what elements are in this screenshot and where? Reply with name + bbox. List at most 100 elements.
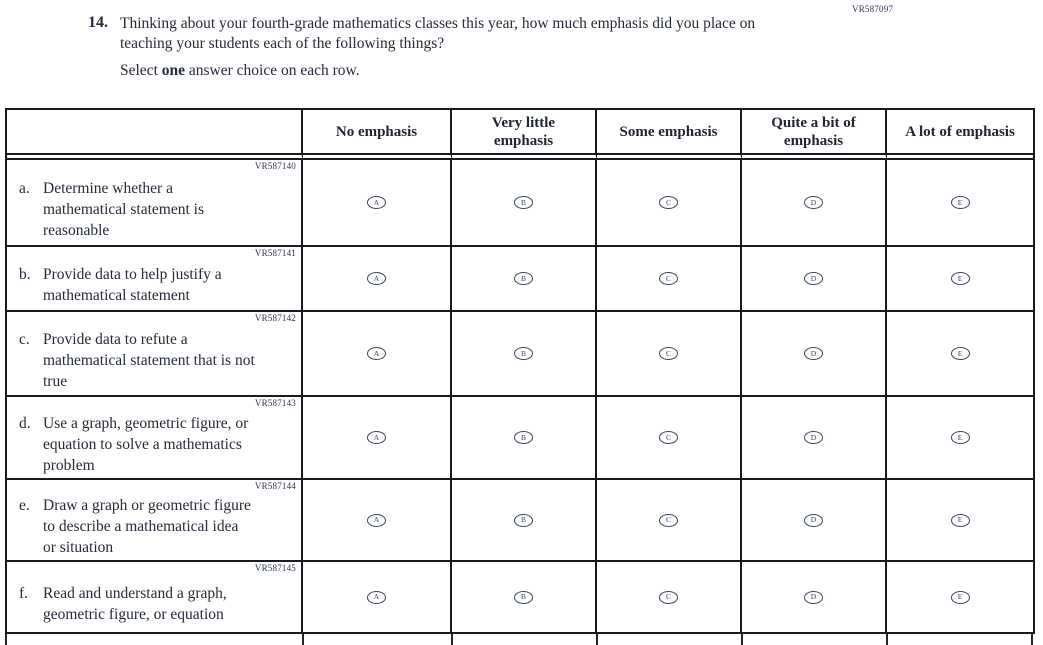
bubble-letter: D bbox=[810, 432, 817, 442]
answer-bubble-a[interactable]: A bbox=[367, 590, 386, 604]
bubble-letter: A bbox=[373, 273, 380, 283]
question-number: 14. bbox=[88, 14, 108, 31]
column-header-quite-a-bit-of-emphasis: Quite a bit of emphasis bbox=[742, 110, 887, 160]
bubble-letter: C bbox=[665, 348, 671, 358]
answer-bubble-e[interactable]: E bbox=[950, 272, 970, 285]
row-code: VR587145 bbox=[254, 563, 296, 573]
answer-bubble-d[interactable]: D bbox=[804, 590, 823, 604]
bubble-letter: C bbox=[665, 432, 671, 442]
row-letter-label: c. bbox=[19, 330, 30, 348]
answer-bubble-c[interactable]: C bbox=[659, 513, 678, 527]
option-cell: B bbox=[452, 562, 597, 632]
option-cell: C bbox=[597, 562, 742, 632]
answer-bubble-c[interactable]: C bbox=[659, 590, 678, 604]
row-stem-text: Draw a graph or geometric figure to desc… bbox=[43, 497, 251, 556]
row-stem-f: VR587145 f. Read and understand a graph, g… bbox=[7, 562, 303, 632]
table-continuation-line bbox=[741, 634, 743, 645]
bubble-letter: B bbox=[520, 273, 526, 283]
table-continuation-line bbox=[302, 634, 304, 645]
bubble-letter: A bbox=[373, 432, 380, 442]
answer-bubble-c[interactable]: C bbox=[659, 431, 678, 444]
column-header-very-little-emphasis: Very little emphasis bbox=[452, 110, 597, 160]
option-cell: B bbox=[452, 160, 597, 247]
bubble-letter: B bbox=[520, 432, 526, 442]
option-cell: E bbox=[887, 247, 1033, 312]
option-cell: E bbox=[887, 397, 1033, 480]
answer-bubble-b[interactable]: B bbox=[514, 196, 533, 209]
bubble-letter: E bbox=[957, 432, 963, 442]
answer-bubble-d[interactable]: D bbox=[804, 196, 823, 209]
option-cell: E bbox=[887, 480, 1033, 562]
bubble-letter: A bbox=[373, 348, 380, 358]
answer-bubble-b[interactable]: B bbox=[514, 272, 533, 285]
option-cell: D bbox=[742, 247, 887, 312]
bubble-letter: B bbox=[520, 592, 526, 602]
bubble-letter: E bbox=[957, 592, 963, 602]
bubble-letter: D bbox=[810, 348, 817, 358]
option-cell: A bbox=[303, 247, 452, 312]
row-stem-a: VR587140 a. Determine whether a mathematic… bbox=[7, 160, 303, 247]
option-cell: C bbox=[597, 480, 742, 562]
option-cell: B bbox=[452, 397, 597, 480]
answer-bubble-a[interactable]: A bbox=[367, 347, 386, 360]
option-cell: D bbox=[742, 397, 887, 480]
answer-bubble-c[interactable]: C bbox=[659, 272, 678, 285]
answer-bubble-c[interactable]: C bbox=[659, 196, 678, 209]
instruction-emphasis: one bbox=[161, 62, 185, 79]
answer-bubble-d[interactable]: D bbox=[804, 272, 823, 285]
answer-bubble-d[interactable]: D bbox=[804, 347, 823, 360]
answer-bubble-e[interactable]: E bbox=[950, 347, 970, 360]
option-cell: A bbox=[303, 312, 452, 397]
column-header-some-emphasis: Some emphasis bbox=[597, 110, 742, 160]
bubble-letter: A bbox=[373, 592, 380, 602]
answer-bubble-d[interactable]: D bbox=[804, 513, 823, 527]
bubble-letter: C bbox=[665, 273, 671, 283]
bubble-letter: E bbox=[957, 273, 963, 283]
answer-bubble-a[interactable]: A bbox=[367, 196, 386, 209]
row-stem-b: VR587141 b. Provide data to help justify a… bbox=[7, 247, 303, 312]
answer-bubble-a[interactable]: A bbox=[367, 431, 386, 444]
row-letter-label: d. bbox=[19, 414, 31, 432]
option-cell: A bbox=[303, 480, 452, 562]
row-stem-d: VR587143 d. Use a graph, geometric figure,… bbox=[7, 397, 303, 480]
option-cell: C bbox=[597, 397, 742, 480]
answer-bubble-a[interactable]: A bbox=[367, 513, 386, 527]
bubble-letter: E bbox=[957, 348, 963, 358]
answer-bubble-c[interactable]: C bbox=[659, 347, 678, 360]
bubble-letter: B bbox=[520, 197, 526, 207]
answer-bubble-e[interactable]: E bbox=[950, 590, 970, 604]
row-code: VR587144 bbox=[254, 481, 296, 491]
bubble-letter: C bbox=[665, 197, 671, 207]
row-stem-c: VR587142 c. Provide data to refute a mathe… bbox=[7, 312, 303, 397]
option-cell: E bbox=[887, 562, 1033, 632]
column-header-no-emphasis: No emphasis bbox=[303, 110, 452, 160]
answer-bubble-b[interactable]: B bbox=[514, 347, 533, 360]
instruction-prefix: Select bbox=[120, 62, 162, 79]
row-letter-label: f. bbox=[19, 584, 29, 602]
row-letter-label: e. bbox=[19, 497, 30, 514]
question-text: Thinking about your fourth-grade mathema… bbox=[120, 15, 756, 52]
row-stem-text: Provide data to help justify a mathemati… bbox=[43, 266, 222, 304]
answer-bubble-e[interactable]: E bbox=[950, 513, 970, 527]
bubble-letter: B bbox=[520, 348, 526, 358]
bubble-letter: A bbox=[373, 197, 380, 207]
table-continuation-line bbox=[596, 634, 598, 645]
answer-bubble-b[interactable]: B bbox=[514, 513, 533, 527]
option-cell: D bbox=[742, 562, 887, 632]
form-code: VR587097 bbox=[852, 4, 894, 14]
option-cell: A bbox=[303, 562, 452, 632]
option-cell: D bbox=[742, 480, 887, 562]
answer-bubble-e[interactable]: E bbox=[950, 196, 970, 209]
option-cell: A bbox=[303, 397, 452, 480]
option-cell: D bbox=[742, 312, 887, 397]
answer-bubble-d[interactable]: D bbox=[804, 431, 823, 444]
answer-bubble-b[interactable]: B bbox=[514, 431, 533, 444]
answer-bubble-e[interactable]: E bbox=[950, 431, 970, 444]
bubble-letter: D bbox=[810, 592, 817, 602]
instruction-text: Select one answer choice on each row. bbox=[120, 62, 360, 80]
answer-bubble-b[interactable]: B bbox=[514, 590, 533, 604]
answer-bubble-a[interactable]: A bbox=[367, 272, 386, 285]
option-cell: C bbox=[597, 247, 742, 312]
row-code: VR587141 bbox=[254, 248, 296, 258]
row-letter-label: b. bbox=[19, 266, 31, 283]
